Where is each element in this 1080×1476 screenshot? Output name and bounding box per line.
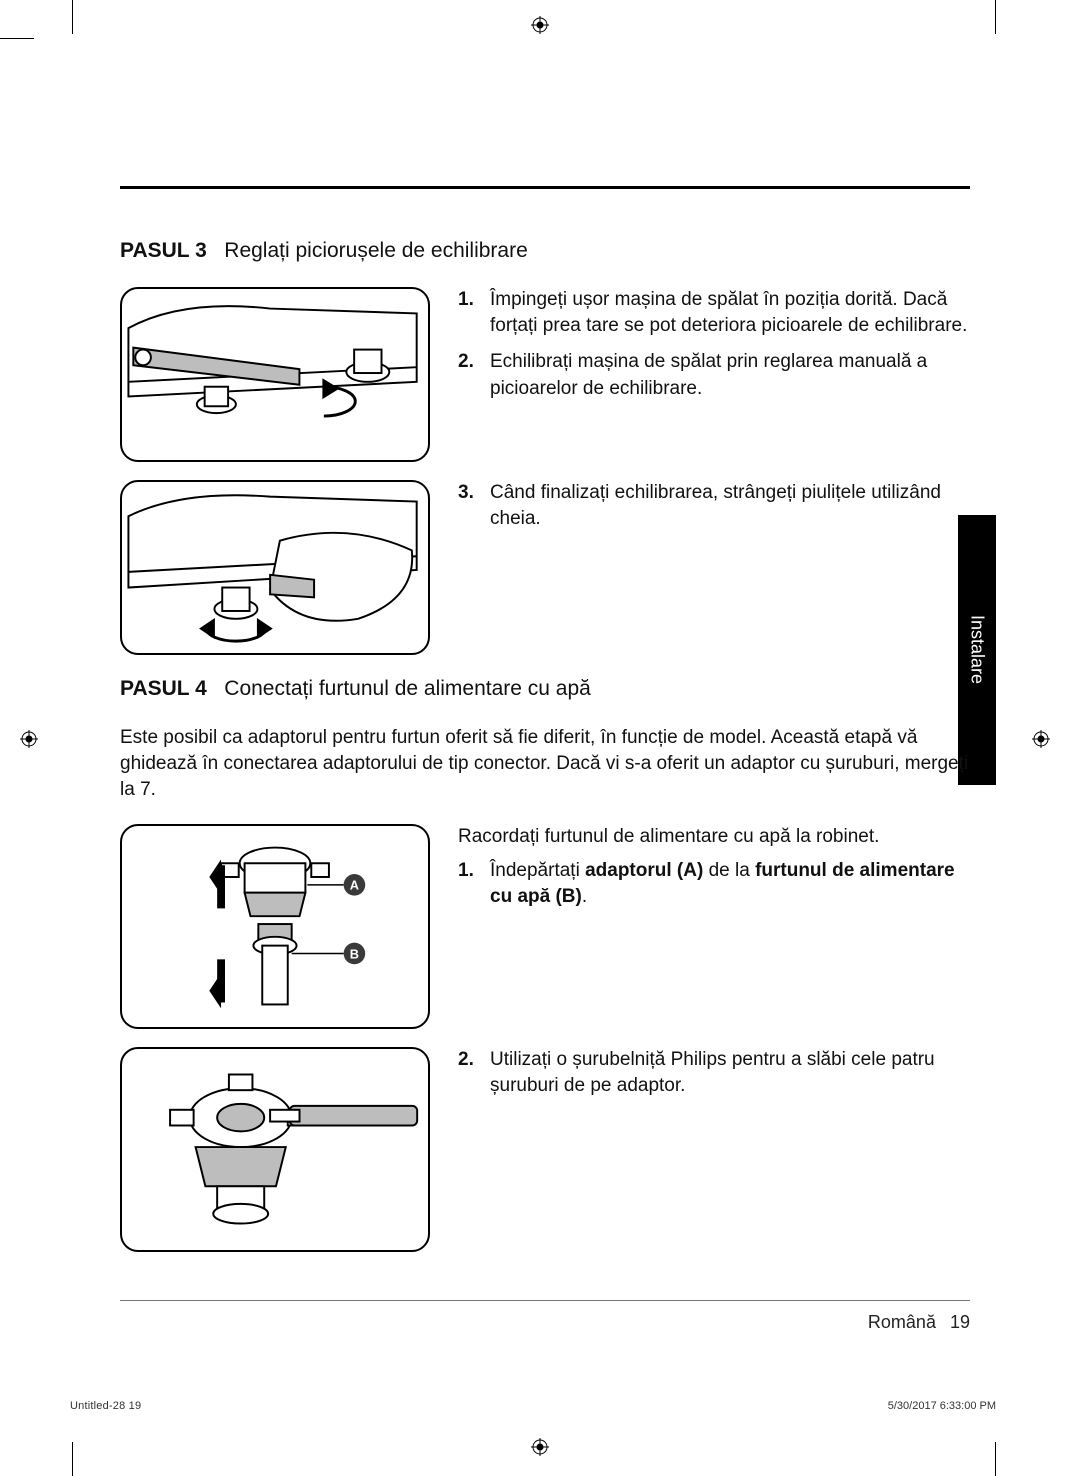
step3-prefix: PASUL 3 [120,239,207,262]
step4-lead: Racordați furtunul de alimentare cu apă … [458,824,970,850]
step4-prefix: PASUL 4 [120,677,207,700]
crop-mark [995,1442,996,1476]
callout-a: A [350,877,359,892]
step4-intro: Este posibil ca adaptorul pentru furtun … [120,725,970,804]
print-slug-left: Untitled-28 19 [70,1400,141,1412]
step4-title: Conectați furtunul de alimentare cu apă [224,677,591,700]
figure-hose-adapter-separate: A B [120,824,430,1029]
callout-b: B [350,946,359,961]
step3-text2: 3.Când finalizați echilibrarea, strângeț… [458,480,970,655]
step4-item2: Utilizați o șurubelniță Philips pentru a… [490,1047,970,1099]
step3-item1: Împingeți ușor mașina de spălat în poziț… [490,287,970,339]
registration-mark-icon [20,730,38,748]
step3-row2: 3.Când finalizați echilibrarea, strângeț… [120,480,970,655]
step3-item3: Când finalizați echilibrarea, strângeți … [490,480,970,532]
step3-row1: 1.Împingeți ușor mașina de spălat în poz… [120,287,970,462]
figure-adapter-loosen-screws [120,1047,430,1252]
footer-rule [120,1300,970,1301]
step3-heading: PASUL 3 Reglați piciorușele de echilibra… [120,239,970,263]
list-number: 3. [458,480,480,532]
list-number: 2. [458,1047,480,1099]
figure-leveling-feet-adjust [120,287,430,462]
list-number: 1. [458,287,480,339]
registration-mark-icon [531,16,549,34]
figure-leveling-feet-tighten [120,480,430,655]
crop-mark [0,38,34,39]
top-rule [120,186,970,189]
step4-item1: Îndepărtați adaptorul (A) de la furtunul… [490,858,970,910]
crop-mark [72,1442,73,1476]
step3-text1: 1.Împingeți ușor mașina de spălat în poz… [458,287,970,462]
registration-mark-icon [1032,730,1050,748]
registration-mark-icon [531,1438,549,1456]
step4-text1: Racordați furtunul de alimentare cu apă … [458,824,970,1029]
step3-item2: Echilibrați mașina de spălat prin reglar… [490,349,970,401]
footer-page-number: 19 [950,1312,970,1333]
list-number: 1. [458,858,480,910]
footer-language: Română [868,1312,936,1333]
print-slug-right: 5/30/2017 6:33:00 PM [888,1400,996,1412]
crop-mark [995,0,996,34]
step4-heading: PASUL 4 Conectați furtunul de alimentare… [120,677,970,701]
list-number: 2. [458,349,480,401]
content-area: PASUL 3 Reglați piciorușele de echilibra… [120,186,970,1270]
page-footer: Română 19 [120,1312,970,1333]
step3-title: Reglați piciorușele de echilibrare [224,239,528,262]
step4-row1: A B Racordați furtunul de alimentare cu … [120,824,970,1029]
step4-row2: 2.Utilizați o șurubelniță Philips pentru… [120,1047,970,1252]
page: Instalare PASUL 3 Reglați piciorușele de… [0,0,1080,1476]
crop-mark [72,0,73,34]
step4-text2: 2.Utilizați o șurubelniță Philips pentru… [458,1047,970,1252]
